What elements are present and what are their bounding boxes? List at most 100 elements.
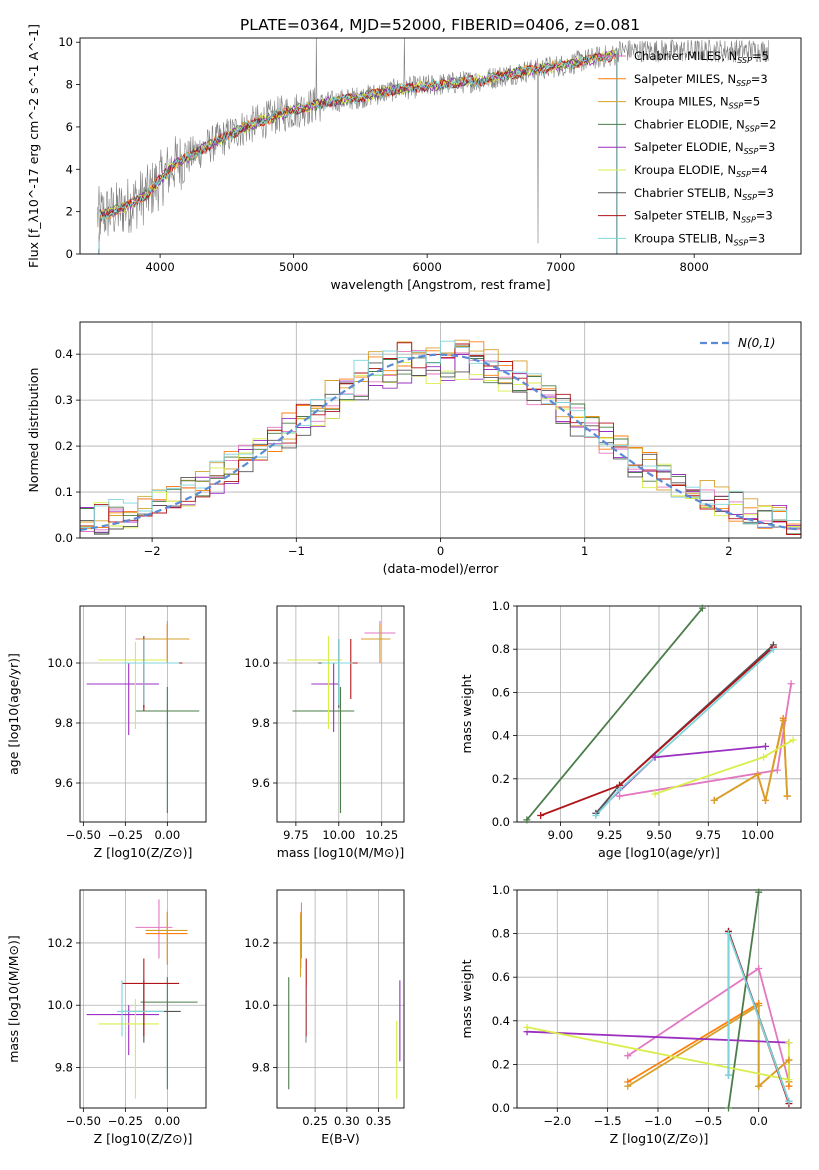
residual-histogram xyxy=(80,340,801,529)
axes-frame xyxy=(276,889,405,1109)
weight-line xyxy=(713,718,789,804)
y-tick-label: 0.8 xyxy=(492,927,510,941)
weight-marker xyxy=(755,1002,763,1010)
axes-frame xyxy=(516,605,802,823)
weight-marker xyxy=(754,770,762,778)
weight-line xyxy=(727,892,760,1108)
weight-line xyxy=(595,745,766,815)
weight-marker xyxy=(769,645,777,653)
x-tick-label: 0.35 xyxy=(366,1114,392,1128)
legend-label: Salpeter STELIB, NSSP=3 xyxy=(634,209,773,225)
weight-line xyxy=(619,683,792,797)
y-tick-label: 9.8 xyxy=(55,716,73,730)
panel-spectrum: 4000 5000 6000 7000 8000 0 2 4 6 8 10 wavelength [A… xyxy=(26,24,802,292)
y-tick-label: 9.8 xyxy=(252,716,270,730)
plot-area xyxy=(526,607,794,821)
y-tick-label: 9.8 xyxy=(55,1061,73,1075)
x-tick-label: −1 xyxy=(288,544,305,558)
x-axis-label: E(B-V) xyxy=(321,1131,360,1146)
x-axis-label: (data-model)/error xyxy=(383,561,500,576)
legend-label: Salpeter ELODIE, NSSP=3 xyxy=(634,140,775,156)
x-tick-label: 0.00 xyxy=(155,828,181,842)
weight-marker xyxy=(710,796,718,804)
plot-area xyxy=(97,38,769,254)
y-tick-label: 1.0 xyxy=(492,883,510,897)
panel-residuals: −2 −1 0 1 2 0.0 0.1 0.2 0.3 0.4 (data-model)/error… xyxy=(26,321,802,576)
x-tick-label: −0.5 xyxy=(694,1114,722,1128)
x-tick-label: −2 xyxy=(144,544,161,558)
panel-age-vs-Z: −0.50 −0.25 0.00 9.6 9.8 10.0 Z [log10(Z/Z⊙)] a… xyxy=(6,605,207,860)
axes-frame xyxy=(276,605,405,823)
model-spectrum xyxy=(97,52,618,254)
legend-label: Chabrier ELODIE, NSSP=2 xyxy=(634,117,776,133)
legend-label: Chabrier STELIB, NSSP=3 xyxy=(634,186,774,202)
y-tick-label: 0.6 xyxy=(492,685,510,699)
weight-line xyxy=(527,1030,789,1044)
y-axis-label: mass weight xyxy=(459,674,474,753)
legend-label: Kroupa MILES, NSSP=5 xyxy=(634,95,760,111)
weight-marker xyxy=(651,753,659,761)
weight-marker xyxy=(523,816,531,824)
y-tick-label: 10.2 xyxy=(244,936,270,950)
weight-marker xyxy=(724,1104,732,1112)
plot-area xyxy=(80,339,801,538)
weight-marker xyxy=(755,964,763,972)
y-tick-label: 0.6 xyxy=(492,970,510,984)
weight-marker xyxy=(755,888,763,896)
x-tick-label: 0.25 xyxy=(302,1114,328,1128)
y-tick-label: 0.0 xyxy=(55,531,73,545)
panel-age-vs-mass: 9.75 10.00 10.25 9.6 9.8 10.0 mass [log10(M/M⊙… xyxy=(244,605,405,860)
x-tick-label: 0.00 xyxy=(155,1114,181,1128)
x-tick-label: 9.25 xyxy=(597,828,623,842)
figure-title: PLATE=0364, MJD=52000, FIBERID=0406, z=0… xyxy=(240,16,640,34)
x-tick-label: 9.75 xyxy=(283,828,309,842)
weight-marker xyxy=(616,786,624,794)
weight-marker xyxy=(785,1056,793,1064)
x-axis-label: Z [log10(Z/Z⊙)] xyxy=(94,845,193,860)
plot-area xyxy=(86,621,200,813)
x-tick-label: 10.00 xyxy=(322,828,355,842)
weight-marker xyxy=(523,1023,531,1031)
y-tick-label: 0.2 xyxy=(492,1057,510,1071)
weight-marker xyxy=(724,930,732,938)
weight-marker xyxy=(755,1082,763,1090)
x-axis-label: Z [log10(Z/Z⊙)] xyxy=(94,1131,193,1146)
x-tick-label: −0.50 xyxy=(66,828,101,842)
axes-frame xyxy=(79,605,207,823)
model-spectrum xyxy=(97,51,618,254)
axes-frame xyxy=(516,889,802,1109)
x-tick-label: 5000 xyxy=(279,260,308,274)
x-tick-label: 6000 xyxy=(413,260,442,274)
model-spectrum xyxy=(97,49,618,254)
weight-marker xyxy=(724,1071,732,1079)
panel-weight-vs-Z: −2.0 −1.5 −1.0 −0.5 0.0 0.0 0.2 0.4 0.6 0.8 1.0 Z [… xyxy=(459,883,802,1146)
plot-area xyxy=(288,902,401,1099)
plot-area xyxy=(86,899,198,1099)
y-tick-label: 10.0 xyxy=(47,656,73,670)
x-axis-label: wavelength [Angstrom, rest frame] xyxy=(330,277,550,292)
axes-frame xyxy=(79,321,802,539)
x-tick-label: 10.25 xyxy=(365,828,398,842)
y-tick-label: 0.4 xyxy=(55,347,73,361)
x-tick-label: −1.5 xyxy=(594,1114,622,1128)
y-tick-label: 1.0 xyxy=(492,599,510,613)
weight-marker xyxy=(762,796,769,804)
x-tick-label: −0.50 xyxy=(66,1114,101,1128)
y-tick-label: 0.2 xyxy=(55,439,73,453)
x-axis-label: mass [log10(M/M⊙)] xyxy=(277,845,405,860)
weight-marker xyxy=(537,812,545,820)
y-axis-label: Flux [f_λ10^-17 erg cm^-2 s^-1 A^-1] xyxy=(26,24,41,268)
weight-marker xyxy=(783,792,791,800)
y-tick-label: 10 xyxy=(58,35,73,49)
weight-marker xyxy=(785,1039,793,1047)
legend-label: Kroupa STELIB, NSSP=3 xyxy=(634,231,765,247)
y-tick-label: 9.6 xyxy=(252,776,270,790)
weight-marker xyxy=(651,790,659,798)
panel-mass-vs-Z: −0.50 −0.25 0.00 9.8 10.0 10.2 Z [log10(Z/Z⊙)]… xyxy=(6,889,207,1146)
y-axis-label: age [log10(age/yr)] xyxy=(6,653,21,775)
weight-marker xyxy=(785,1097,793,1105)
x-tick-label: 9.00 xyxy=(548,828,574,842)
panel-mass-vs-EBV: 0.25 0.30 0.35 9.8 10.0 10.2 E(B-V) xyxy=(244,889,405,1146)
weight-line xyxy=(713,720,789,804)
weight-marker xyxy=(762,742,769,750)
